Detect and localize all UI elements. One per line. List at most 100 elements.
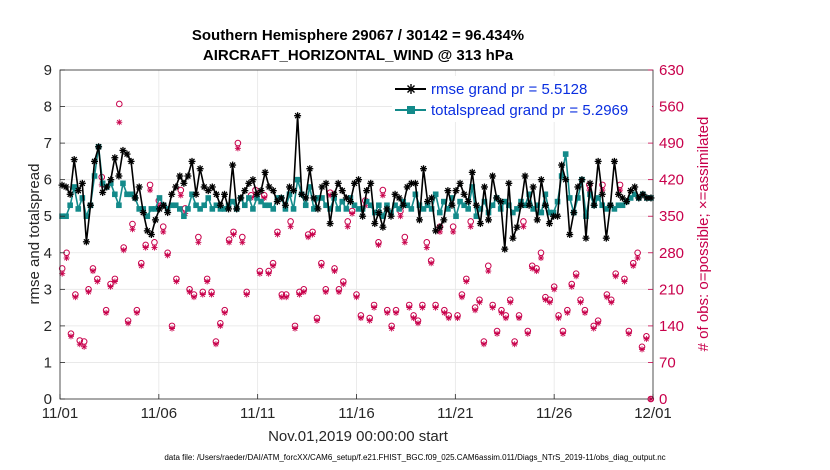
spread-marker	[436, 209, 443, 216]
obs-assimilated-marker	[485, 268, 492, 275]
rmse-marker	[326, 220, 334, 228]
x-axis-label: Nov.01,2019 00:00:00 start	[268, 428, 449, 445]
rmse-marker	[172, 183, 180, 191]
obs-assimilated-marker	[89, 268, 96, 275]
obs-assimilated-marker	[643, 335, 650, 342]
rmse-marker	[285, 183, 293, 191]
obs-assimilated-marker	[511, 341, 518, 348]
rmse-marker	[513, 223, 521, 231]
obs-assimilated-marker	[296, 291, 303, 298]
y2-tick-label: 280	[659, 245, 684, 262]
obs-assimilated-marker	[388, 325, 395, 332]
obs-assimilated-marker	[612, 273, 619, 280]
rmse-marker	[574, 183, 582, 191]
spread-marker	[445, 206, 451, 212]
spread-marker	[197, 206, 203, 212]
x-tick-label: 11/26	[536, 405, 572, 422]
obs-assimilated-marker	[94, 278, 101, 285]
chart-title-line1: Southern Hemisphere 29067 / 30142 = 96.4…	[192, 27, 524, 44]
rmse-marker	[277, 194, 285, 202]
obs-assimilated-marker	[199, 291, 206, 298]
obs-assimilated-marker	[568, 283, 575, 290]
obs-assimilated-marker	[142, 244, 149, 251]
obs-assimilated-marker	[551, 286, 558, 293]
spread-marker	[315, 195, 321, 201]
spread-marker	[631, 191, 638, 198]
rmse-marker	[610, 157, 618, 165]
rmse-marker	[533, 216, 541, 224]
y-tick-label: 9	[44, 62, 52, 79]
obs-assimilated-marker	[366, 317, 373, 324]
obs-assimilated-marker	[573, 273, 580, 280]
spread-marker	[530, 206, 536, 212]
legend-spread-marker	[407, 106, 415, 114]
y-tick-label: 3	[44, 281, 52, 298]
rmse-marker	[590, 201, 598, 209]
spread-marker	[205, 195, 212, 201]
spread-marker	[510, 209, 516, 216]
spread-marker	[538, 209, 545, 216]
spread-marker	[453, 213, 459, 220]
rmse-marker	[127, 157, 135, 165]
rmse-marker	[164, 209, 172, 217]
obs-assimilated-marker	[177, 192, 184, 199]
y2-tick-label: 0	[659, 391, 667, 408]
rmse-marker	[562, 176, 570, 184]
spread-marker	[266, 202, 272, 209]
obs-assimilated-marker	[546, 299, 553, 306]
obs-assimilated-marker	[67, 333, 74, 340]
ticks: 0 1 2 3 4 5 6 7 8 9 0 70 140 210 280 350 420 490 560 630 11/…	[42, 62, 684, 422]
obs-assimilated-marker	[564, 309, 571, 316]
spread-marker	[274, 195, 281, 201]
spread-marker	[63, 213, 69, 220]
spread-marker	[461, 202, 467, 209]
rmse-marker	[160, 201, 168, 209]
spread-marker	[185, 206, 191, 212]
rmse-marker	[338, 187, 346, 195]
y2-tick-label: 350	[659, 208, 684, 225]
rmse-marker	[554, 212, 562, 220]
rmse-marker	[541, 201, 549, 209]
series-lines	[58, 112, 655, 253]
obs-assimilated-marker	[401, 239, 408, 246]
obs-assimilated-marker	[120, 247, 127, 254]
obs-assimilated-marker	[520, 223, 527, 230]
rmse-marker	[493, 194, 501, 202]
rmse-marker	[578, 176, 586, 184]
spread-marker	[306, 184, 313, 190]
spread-marker	[457, 198, 463, 205]
obs-assimilated-marker	[379, 192, 386, 199]
rmse-marker	[415, 216, 423, 224]
spread-marker	[193, 202, 199, 209]
spread-marker	[367, 202, 374, 209]
rmse-marker	[135, 183, 143, 191]
rmse-marker	[558, 161, 566, 169]
spread-marker	[213, 202, 220, 209]
legend: rmse grand pr = 5.5128 totalspread grand…	[392, 76, 652, 122]
rmse-marker	[66, 190, 74, 198]
rmse-marker	[233, 205, 241, 213]
rmse-marker	[444, 187, 452, 195]
obs-assimilated-marker	[287, 223, 294, 230]
spread-marker	[262, 202, 268, 209]
obs-assimilated-marker	[335, 288, 342, 295]
obs-assimilated-marker	[107, 283, 114, 290]
spread-marker	[465, 206, 471, 212]
spread-marker	[408, 206, 415, 212]
rmse-marker	[456, 179, 464, 187]
y-tick-label: 0	[44, 391, 52, 408]
obs-assimilated-marker	[634, 255, 641, 261]
obs-assimilated-marker	[313, 317, 320, 324]
obs-assimilated-marker	[555, 315, 562, 322]
obs-assimilated-marker	[357, 315, 364, 322]
spread-marker	[481, 198, 488, 205]
spread-marker	[319, 195, 325, 201]
y-axis-label: rmse and totalspread	[26, 164, 43, 305]
spread-marker	[449, 195, 455, 201]
grid	[60, 70, 653, 399]
obs-assimilated-marker	[116, 119, 123, 126]
spread-marker	[116, 202, 122, 209]
rmse-marker	[91, 157, 99, 165]
obs-assimilated-marker	[498, 309, 505, 316]
obs-assimilated-marker	[190, 294, 197, 301]
